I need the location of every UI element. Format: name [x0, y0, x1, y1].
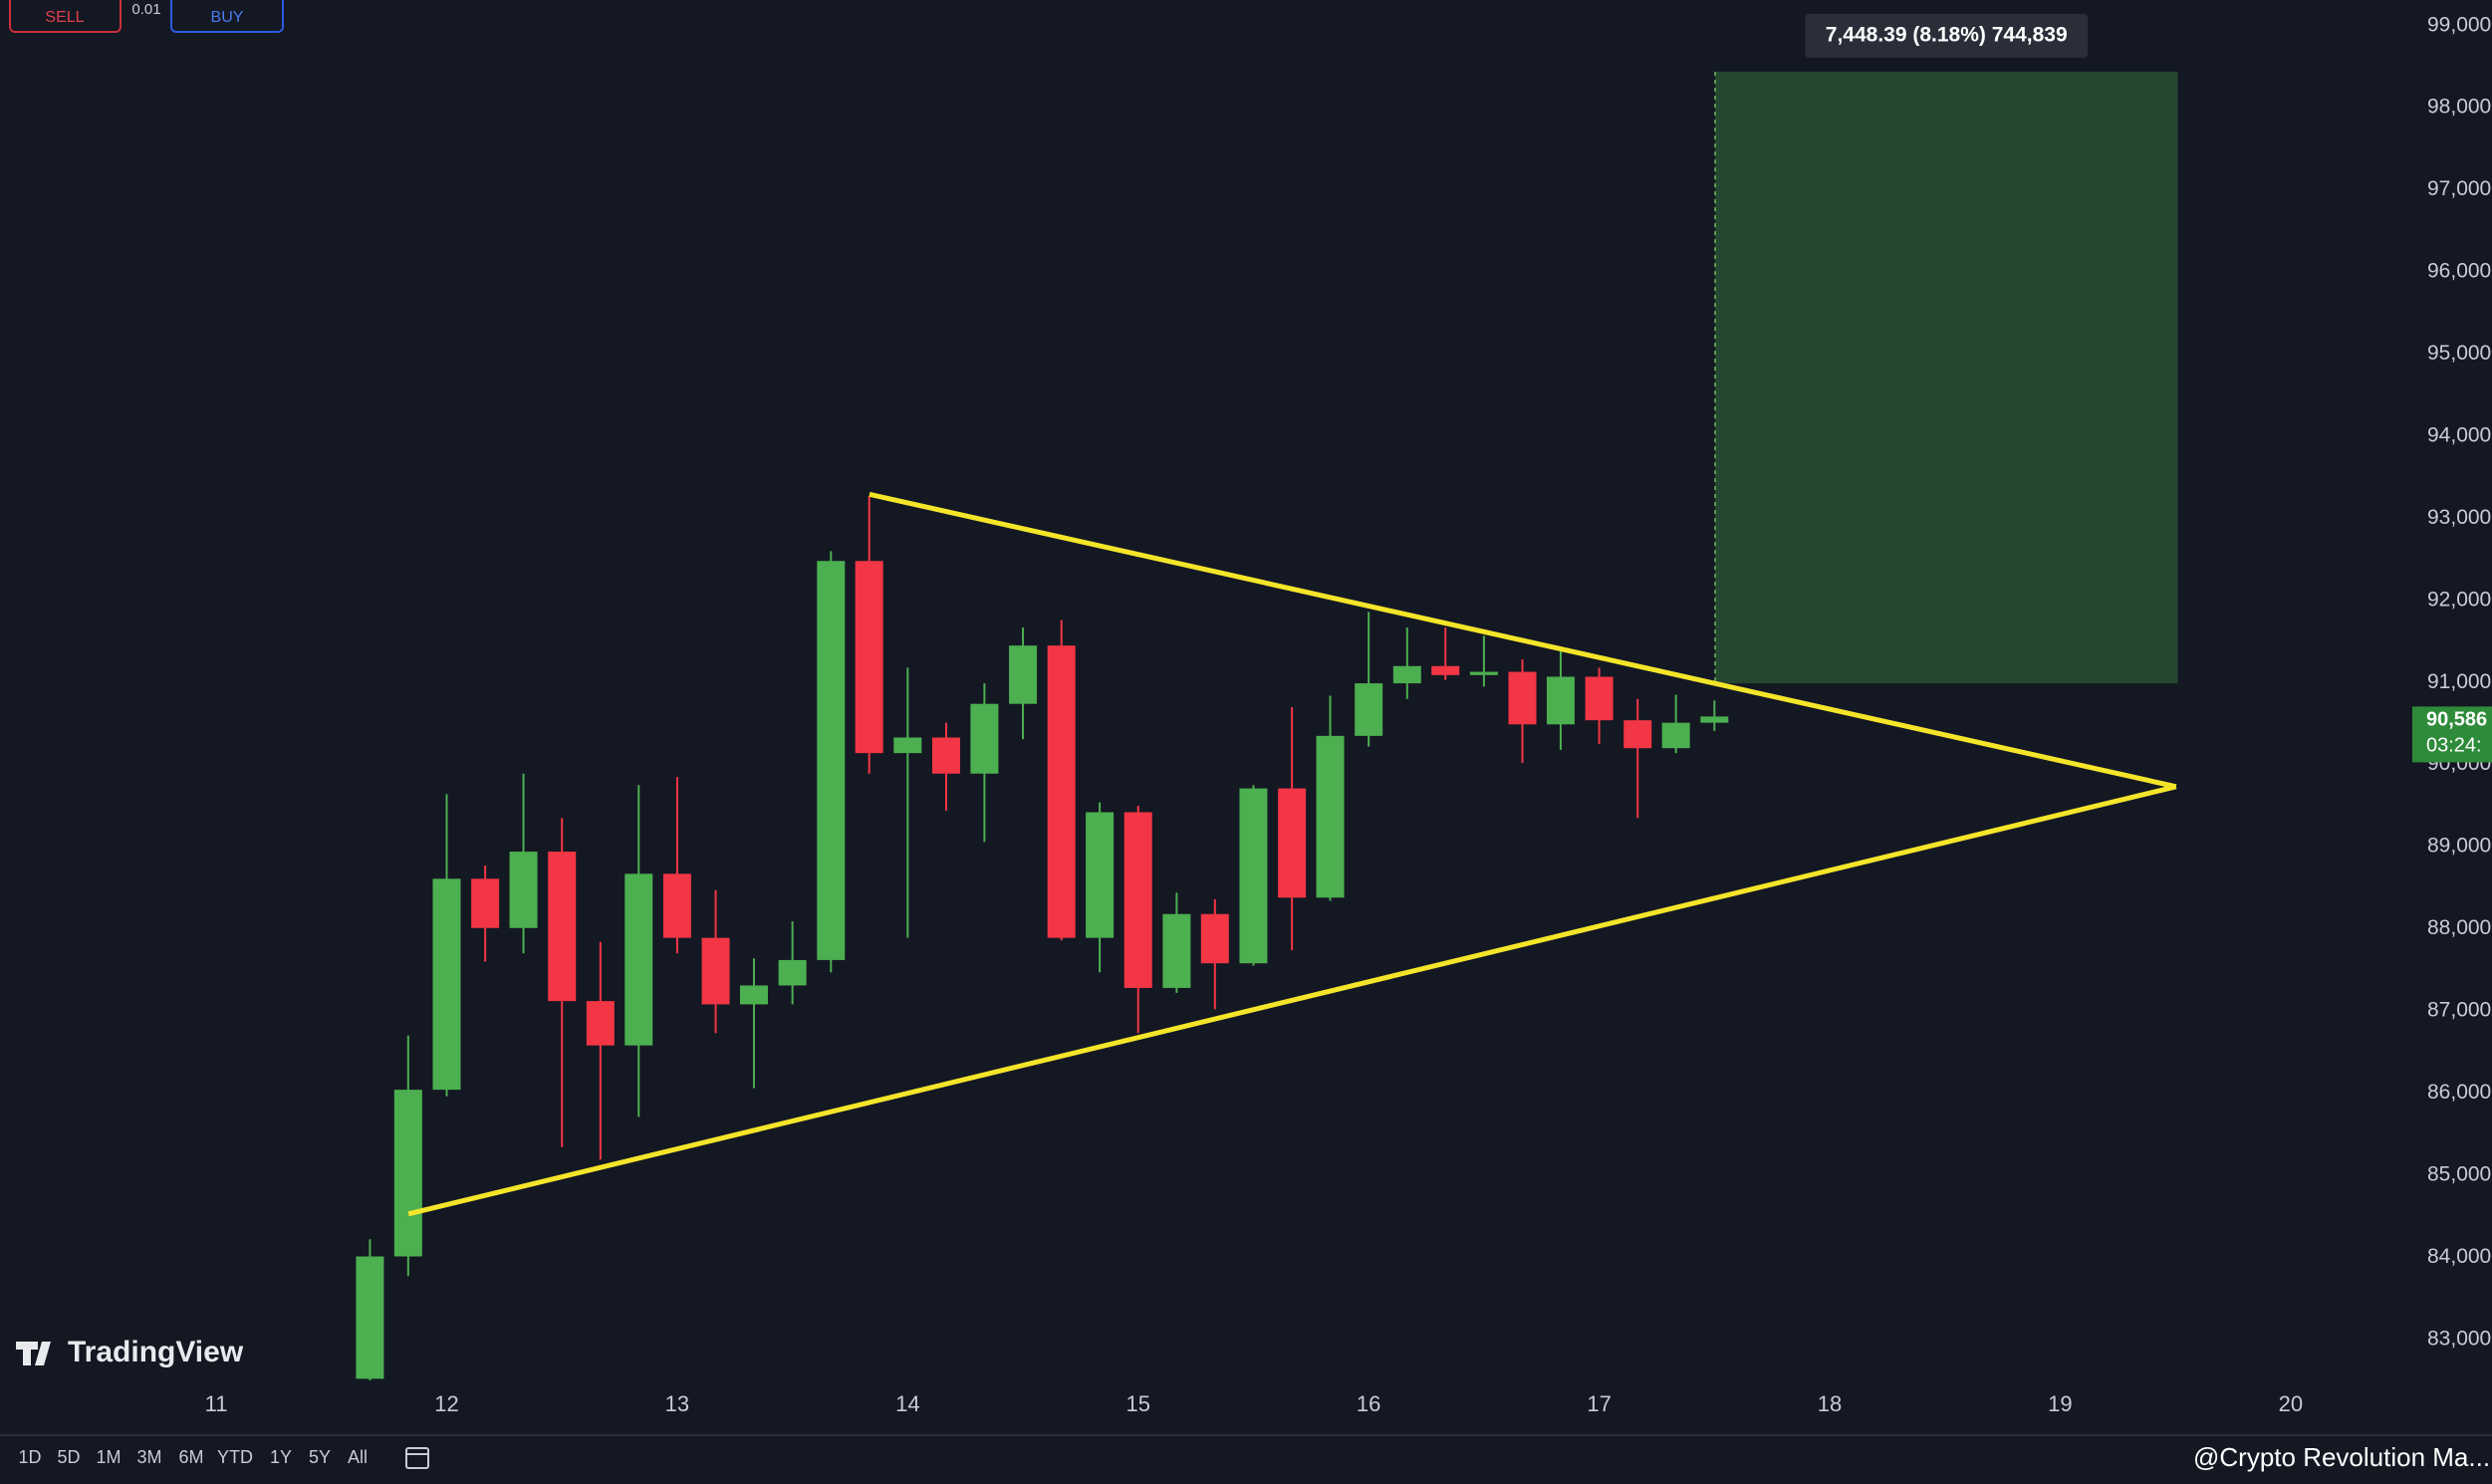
measure-box — [1714, 72, 2178, 684]
candle-body — [1239, 788, 1268, 964]
candle-body — [1431, 665, 1460, 675]
y-tick-label: 84,000 — [2427, 1245, 2491, 1268]
candle-body — [393, 1090, 422, 1257]
candle-body — [1200, 913, 1229, 964]
x-tick-label: 11 — [205, 1391, 228, 1416]
y-tick-label: 85,000 — [2427, 1162, 2491, 1185]
measure-label-bg — [1805, 14, 2089, 58]
candle-body — [624, 873, 653, 1046]
range-button[interactable]: 5Y — [309, 1447, 331, 1467]
candle-body — [1123, 812, 1152, 988]
y-tick-label: 91,000 — [2427, 670, 2491, 693]
logo-text: TradingView — [68, 1336, 244, 1368]
candle-body — [1623, 720, 1652, 749]
last-price-label: 90,586 — [2426, 709, 2487, 731]
x-tick-label: 15 — [1126, 1391, 1150, 1416]
candle-body — [509, 852, 538, 928]
candle-body — [817, 561, 846, 960]
candle-body — [1316, 735, 1345, 898]
y-tick-label: 93,000 — [2427, 506, 2491, 529]
buy-button[interactable] — [170, 0, 284, 33]
candle-body — [855, 561, 883, 754]
y-tick-label: 94,000 — [2427, 423, 2491, 446]
lot-size: 0.01 — [131, 1, 160, 18]
x-tick-label: 12 — [434, 1391, 458, 1416]
candle-body — [1546, 676, 1575, 725]
sell-label: SELL — [45, 9, 84, 26]
candle-body — [432, 878, 461, 1091]
candle-body — [1392, 665, 1421, 684]
y-tick-label: 96,000 — [2427, 260, 2491, 283]
candle-body — [1009, 645, 1038, 704]
candle-body — [1585, 676, 1614, 721]
candle-body — [778, 959, 807, 986]
y-tick-label: 86,000 — [2427, 1081, 2491, 1104]
calendar-frame — [405, 1447, 429, 1469]
y-tick-label: 99,000 — [2427, 13, 2491, 36]
candle-body — [1162, 913, 1191, 988]
range-button[interactable]: 1D — [18, 1447, 41, 1467]
candle-body — [1469, 671, 1498, 675]
calendar-icon[interactable] — [405, 1447, 429, 1469]
y-tick-label: 98,000 — [2427, 96, 2491, 119]
x-tick-label: 14 — [895, 1391, 919, 1416]
logo-icon — [16, 1342, 51, 1365]
candle-body — [739, 985, 768, 1005]
candle-body — [893, 737, 922, 754]
candle-body — [1700, 716, 1729, 723]
candle-body — [1661, 722, 1690, 749]
x-tick-label: 20 — [2279, 1391, 2303, 1416]
range-button[interactable]: 5D — [57, 1447, 80, 1467]
last-price-box — [2412, 706, 2492, 763]
sell-button[interactable] — [9, 0, 122, 33]
x-tick-label: 19 — [2048, 1391, 2072, 1416]
y-tick-label: 97,000 — [2427, 177, 2491, 200]
trendline — [407, 784, 2177, 1217]
range-button[interactable]: 1M — [96, 1447, 121, 1467]
candle-body — [1086, 812, 1115, 938]
candle-body — [548, 852, 577, 1002]
candle-body — [701, 937, 730, 1005]
range-button[interactable]: All — [348, 1447, 368, 1467]
candle-body — [586, 1001, 615, 1046]
measure-label: 7,448.39 (8.18%) 744,839 — [1826, 24, 2068, 47]
candle-body — [1508, 671, 1537, 725]
watermark: @Crypto Revolution Ma... — [2193, 1442, 2490, 1472]
x-tick-label: 17 — [1587, 1391, 1611, 1416]
tradingview-logo: TradingView — [16, 1336, 244, 1368]
y-tick-label: 95,000 — [2427, 342, 2491, 365]
x-tick-label: 13 — [665, 1391, 689, 1416]
candle-body — [931, 737, 960, 774]
range-toolbar: 1D 5D 1M 3M 6M YTD 1Y 5Y All — [18, 1447, 368, 1467]
range-button[interactable]: 6M — [178, 1447, 203, 1467]
candle-body — [970, 703, 999, 774]
y-tick-label: 88,000 — [2427, 916, 2491, 939]
trendline — [869, 491, 2177, 790]
candle-body — [662, 873, 691, 938]
y-tick-label: 83,000 — [2427, 1327, 2491, 1350]
candle-body — [1355, 683, 1383, 736]
range-button[interactable]: YTD — [217, 1447, 253, 1467]
buy-label: BUY — [211, 9, 244, 26]
range-button[interactable]: 1Y — [270, 1447, 292, 1467]
x-tick-label: 18 — [1818, 1391, 1842, 1416]
candle-body — [471, 878, 500, 928]
candle-body — [1047, 645, 1076, 938]
candle-body — [1278, 788, 1307, 898]
y-tick-label: 92,000 — [2427, 588, 2491, 611]
candle-body — [356, 1256, 384, 1379]
y-tick-label: 89,000 — [2427, 835, 2491, 858]
y-tick-label: 87,000 — [2427, 999, 2491, 1022]
range-button[interactable]: 3M — [136, 1447, 161, 1467]
countdown-label: 03:24: — [2426, 735, 2482, 757]
x-tick-label: 16 — [1357, 1391, 1380, 1416]
